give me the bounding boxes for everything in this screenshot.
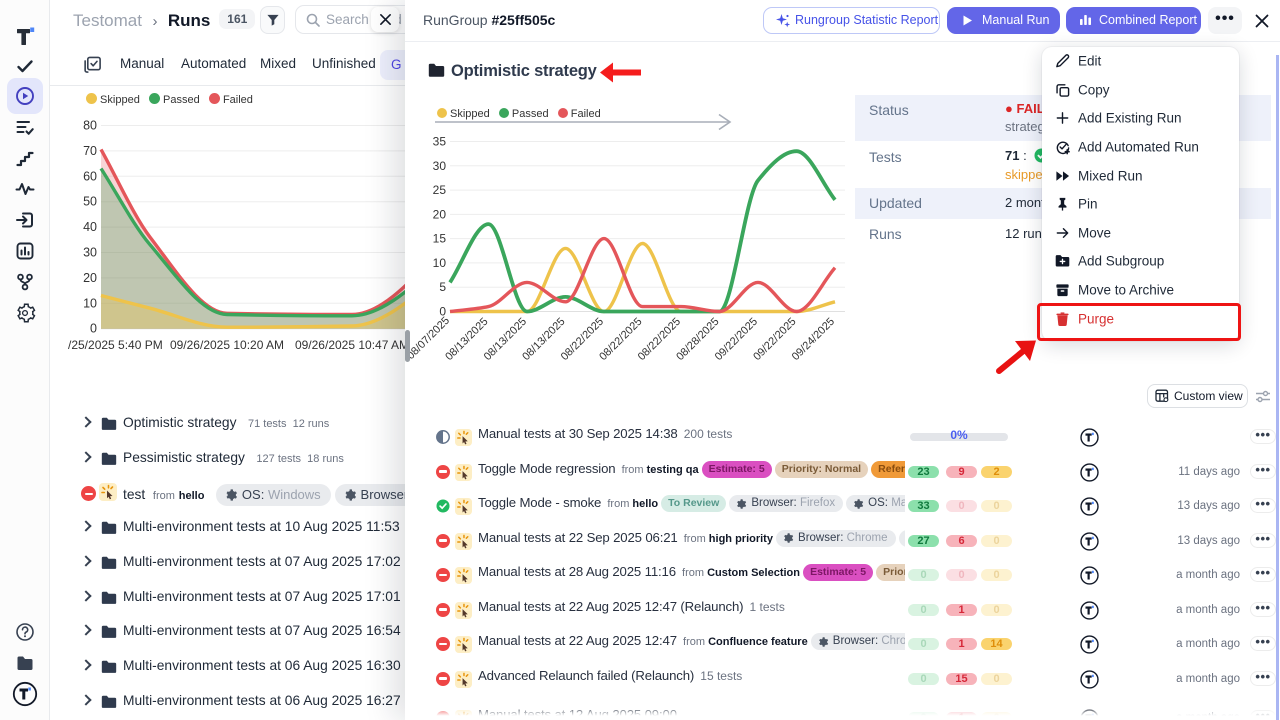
svg-text:15: 15 bbox=[433, 232, 447, 246]
svg-text:20: 20 bbox=[433, 207, 447, 221]
svg-text:5: 5 bbox=[439, 280, 446, 294]
svg-text:30: 30 bbox=[83, 246, 97, 260]
svg-text:09/26/2025 10:20 AM: 09/26/2025 10:20 AM bbox=[170, 338, 284, 352]
svg-text:60: 60 bbox=[83, 169, 97, 183]
svg-text:30: 30 bbox=[433, 159, 447, 173]
svg-text:09/26/2025 10:47 AM: 09/26/2025 10:47 AM bbox=[295, 338, 405, 352]
svg-text:0: 0 bbox=[90, 322, 97, 336]
svg-text:50: 50 bbox=[83, 195, 97, 209]
svg-text:10: 10 bbox=[433, 256, 447, 270]
svg-text:10: 10 bbox=[83, 296, 97, 310]
svg-text:20: 20 bbox=[83, 271, 97, 285]
svg-text:25: 25 bbox=[433, 183, 447, 197]
svg-text:/25/2025 5:40 PM: /25/2025 5:40 PM bbox=[68, 338, 163, 352]
svg-text:40: 40 bbox=[83, 220, 97, 234]
svg-text:35: 35 bbox=[433, 135, 447, 149]
svg-text:0: 0 bbox=[439, 305, 446, 319]
svg-text:70: 70 bbox=[83, 144, 97, 158]
svg-text:80: 80 bbox=[83, 119, 97, 133]
